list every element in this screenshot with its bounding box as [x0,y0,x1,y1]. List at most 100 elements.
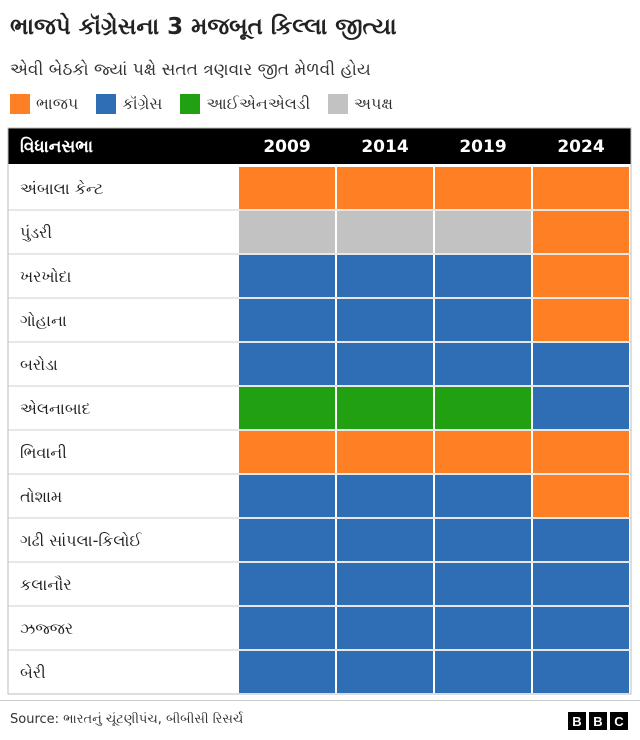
legend-swatch-congress [96,94,117,114]
result-cell [337,607,433,649]
row-label-cell [8,651,239,693]
row-label: એલનાબાદ [20,399,91,418]
chart-subtitle: એવી બેઠકો જ્યાં પક્ષે સતત ત્રણવાર જીત મે… [10,60,371,80]
result-cell [435,255,531,297]
year-header: 2019 [459,137,506,157]
result-cell [533,255,629,297]
result-cell [533,431,629,473]
legend-item-bjp: ભાજપ [10,94,78,114]
result-cell [239,519,335,561]
row-label: ગઢી સાંપલા-કિલોઈ [20,531,142,550]
result-cell [435,651,531,693]
legend-item-independent: અપક્ષ [328,94,393,114]
result-cell [337,651,433,693]
legend: ભાજપ કૉંગ્રેસ આઈએનએલડી અપક્ષ [10,94,393,114]
row-label: ઝજ્જર [20,619,73,638]
result-cell [337,343,433,385]
result-cell [239,651,335,693]
result-cell [435,607,531,649]
bbc-logo: B B C [568,712,628,730]
legend-swatch-bjp [10,94,30,114]
bbc-logo-letter: B [568,712,586,730]
row-label: ગોહાના [20,311,67,330]
result-cell [239,299,335,341]
legend-label-bjp: ભાજપ [36,94,79,113]
result-cell [533,475,629,517]
year-header: 2014 [361,137,408,157]
result-cell [435,167,531,209]
footer-divider [0,700,640,701]
result-cell [239,475,335,517]
result-cell [533,167,629,209]
legend-item-congress: કૉંગ્રેસ [96,94,162,114]
result-cell [337,255,433,297]
bbc-logo-letter: C [610,712,628,730]
row-label-cell [8,563,239,605]
result-cell [337,299,433,341]
result-cell [533,211,629,253]
result-cell [435,519,531,561]
row-label-cell [8,607,239,649]
results-grid: વિધાનસભા 2009 2014 2019 2024 અંબાલા કેન્ટ પુંડ… [7,127,632,695]
result-cell [337,167,433,209]
row-label: ભિવાની [20,443,67,462]
result-cell [533,563,629,605]
legend-label-independent: અપક્ષ [354,94,394,113]
row-label-cell [8,211,239,253]
result-cell [337,211,433,253]
row-label-cell [8,167,239,209]
result-cell [337,431,433,473]
year-header: 2009 [263,137,310,157]
result-cell [239,343,335,385]
source-note: Source: ભારતનું ચૂંટણીપંચ, બીબીસી રિસર્ચ [10,712,244,727]
result-cell [239,255,335,297]
result-cell [239,607,335,649]
row-label-cell [8,255,239,297]
legend-swatch-inld [180,94,201,114]
result-cell [239,211,335,253]
table-header-bar [8,128,631,164]
result-cell [337,475,433,517]
result-cell [337,563,433,605]
result-cell [533,607,629,649]
result-cell [435,343,531,385]
result-cell [533,387,629,429]
legend-label-congress: કૉંગ્રેસ [122,94,163,113]
row-label-cell [8,343,239,385]
result-cell [435,211,531,253]
row-label-cell [8,519,239,561]
result-cell [239,431,335,473]
result-cell [435,387,531,429]
header-label: વિધાનસભા [20,136,93,157]
chart-title: ભાજપે કૉંગ્રેસના 3 મજબૂત કિલ્લા જીત્યા [10,14,397,40]
row-label-cell [8,431,239,473]
bbc-logo-letter: B [589,712,607,730]
result-cell [533,519,629,561]
legend-item-inld: આઈએનએલડી [180,94,310,114]
legend-label-inld: આઈએનએલડી [206,94,311,113]
result-cell [435,475,531,517]
result-cell [239,563,335,605]
row-label-cell [8,387,239,429]
result-cell [533,343,629,385]
legend-swatch-independent [328,94,349,114]
row-label: અંબાલા કેન્ટ [20,179,103,198]
row-label: ખરખોદા [20,267,72,286]
result-cell [239,167,335,209]
table-border [7,127,632,695]
row-label-cell [8,475,239,517]
row-label: કલાનૌર [20,575,72,594]
result-cell [533,651,629,693]
row-label: બેરી [20,663,46,682]
result-cell [533,299,629,341]
row-label-cell [8,299,239,341]
result-cell [435,431,531,473]
result-cell [337,387,433,429]
result-cell [239,387,335,429]
result-cell [337,519,433,561]
result-cell [435,563,531,605]
year-header: 2024 [557,137,604,157]
row-label: બરોડા [20,355,58,374]
row-label: તોશામ [20,487,62,506]
row-label: પુંડરી [20,223,52,242]
